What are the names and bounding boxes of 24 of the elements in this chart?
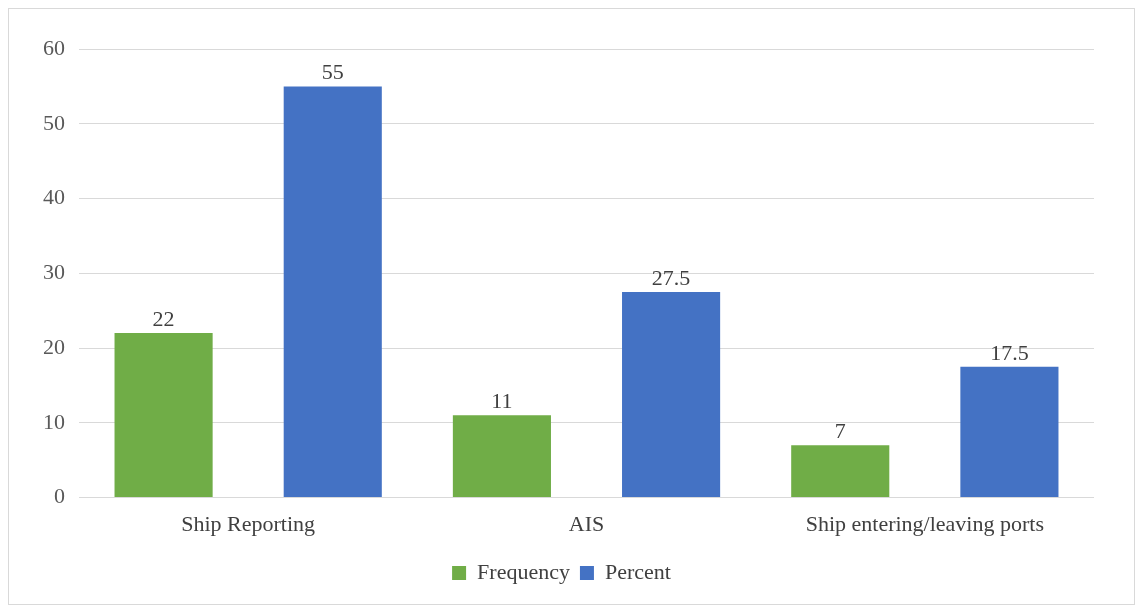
y-tick-label: 40 bbox=[43, 184, 65, 210]
y-tick-label: 30 bbox=[43, 259, 65, 285]
data-label: 27.5 bbox=[651, 264, 691, 290]
data-label: 11 bbox=[491, 388, 513, 414]
bar bbox=[622, 291, 721, 498]
data-label: 55 bbox=[321, 59, 344, 85]
legend-label: Frequency bbox=[477, 558, 570, 584]
y-tick-label: 20 bbox=[43, 333, 65, 359]
data-label: 22 bbox=[152, 305, 175, 331]
legend-label: Percent bbox=[604, 558, 671, 584]
bar bbox=[791, 445, 890, 498]
y-tick-label: 60 bbox=[43, 34, 65, 60]
x-tick-label: AIS bbox=[568, 510, 605, 536]
y-tick-label: 50 bbox=[43, 109, 65, 135]
x-tick-label: Ship Reporting bbox=[181, 510, 316, 536]
bar bbox=[960, 366, 1059, 498]
data-label: 7 bbox=[834, 418, 846, 444]
x-tick-label: Ship entering/leaving ports bbox=[805, 510, 1044, 536]
bar bbox=[114, 333, 213, 498]
bar bbox=[452, 415, 551, 498]
y-tick-label: 10 bbox=[43, 408, 65, 434]
y-tick-label: 0 bbox=[54, 483, 65, 509]
bar bbox=[283, 86, 382, 498]
data-label: 17.5 bbox=[990, 339, 1029, 365]
